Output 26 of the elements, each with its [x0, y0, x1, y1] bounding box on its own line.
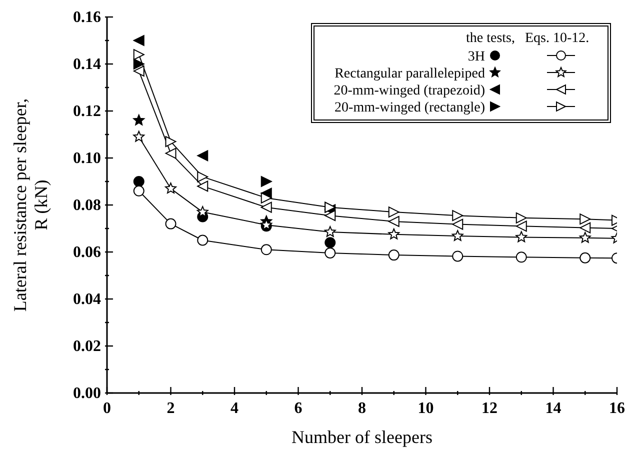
annotation: the tests, — [466, 31, 515, 46]
x-tick-label: 14 — [545, 400, 562, 417]
y-tick-label: 0.14 — [73, 56, 101, 73]
y-tick-label: 0.06 — [73, 244, 101, 261]
x-tick-label: 2 — [166, 400, 175, 417]
x-tick-label: 8 — [358, 400, 366, 417]
y-tick-label: 0.10 — [73, 150, 101, 167]
legend-label: 20-mm-winged (rectangle) — [334, 100, 486, 116]
x-tick-label: 4 — [230, 400, 238, 417]
y-tick-label: 0.12 — [73, 103, 101, 120]
legend-label: 3H — [468, 50, 485, 64]
y-axis-title: Lateral resistance per sleeper, R (kN) — [10, 98, 51, 312]
x-tick-label: 10 — [418, 400, 434, 417]
legend-label: 20-mm-winged (trapezoid) — [334, 84, 486, 98]
x-tick-label: 16 — [609, 400, 625, 417]
annotation: Eqs. 10-12. — [525, 31, 590, 46]
x-axis-title: Number of sleepers — [292, 427, 432, 447]
x-tick-label: 6 — [294, 400, 302, 417]
y-tick-label: 0.16 — [73, 9, 101, 26]
y-tick-label: 0.02 — [73, 338, 101, 355]
y-tick-label: 0.00 — [73, 385, 101, 402]
legend-label: Rectangular parallelepiped — [334, 66, 485, 82]
y-tick-label: 0.04 — [73, 291, 101, 308]
y-tick-label: 0.08 — [73, 197, 101, 214]
x-tick-label: 12 — [482, 400, 498, 417]
x-tick-label: 0 — [103, 400, 111, 417]
